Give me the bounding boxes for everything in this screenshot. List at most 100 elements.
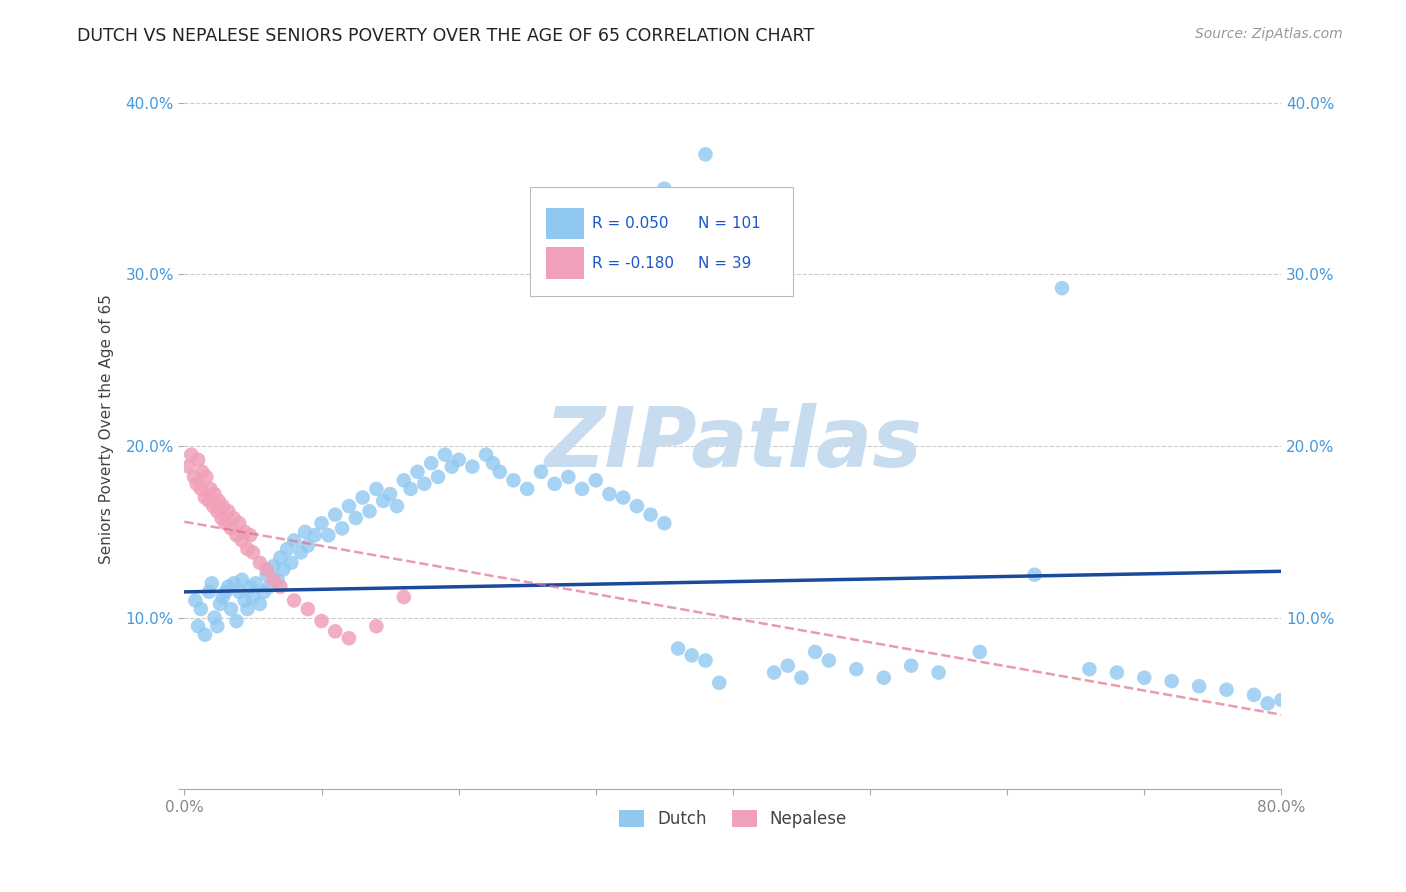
Point (695, 653, 717, 667)
FancyBboxPatch shape (547, 247, 583, 279)
Point (228, 516, 250, 531)
Point (263, 559, 285, 574)
Point (184, 593, 207, 607)
Point (845, 662, 868, 676)
Point (392, 590, 415, 604)
Point (222, 511, 245, 525)
Point (900, 658, 922, 673)
Text: ZIPatlas: ZIPatlas (544, 403, 922, 483)
Point (323, 624, 346, 639)
Point (194, 491, 217, 505)
Point (187, 619, 209, 633)
Point (211, 499, 233, 513)
Point (269, 550, 291, 565)
Point (318, 528, 340, 542)
Point (1160, 674, 1182, 689)
Point (385, 499, 408, 513)
Point (1270, 693, 1292, 707)
Point (330, 521, 353, 535)
Text: R = -0.180: R = -0.180 (592, 256, 675, 270)
Point (378, 487, 401, 501)
Point (482, 456, 505, 470)
Point (311, 516, 333, 531)
Point (195, 470, 218, 484)
Point (263, 573, 285, 587)
Point (557, 470, 579, 484)
Point (198, 494, 221, 508)
Point (233, 593, 256, 607)
Point (399, 482, 422, 496)
Point (447, 452, 470, 467)
Point (502, 474, 524, 488)
Point (266, 573, 288, 587)
Text: Source: ZipAtlas.com: Source: ZipAtlas.com (1195, 27, 1343, 41)
Point (202, 499, 225, 513)
Point (276, 541, 298, 556)
Point (406, 465, 429, 479)
Point (211, 590, 233, 604)
Point (666, 641, 689, 656)
Point (695, 147, 717, 161)
Point (217, 580, 239, 594)
Point (488, 465, 510, 479)
Point (763, 665, 786, 680)
Point (190, 482, 212, 496)
Point (180, 448, 202, 462)
Point (214, 585, 236, 599)
Point (231, 533, 253, 548)
Point (652, 181, 675, 195)
Point (427, 470, 450, 484)
Point (366, 619, 388, 633)
Point (201, 576, 224, 591)
Point (440, 459, 463, 474)
Point (217, 504, 239, 518)
Point (294, 524, 316, 539)
Point (709, 676, 731, 690)
Point (612, 491, 634, 505)
Point (204, 487, 226, 501)
Point (269, 580, 291, 594)
Point (461, 459, 484, 474)
Point (1243, 688, 1265, 702)
Point (1078, 662, 1101, 676)
Point (366, 482, 388, 496)
Point (191, 465, 214, 479)
Point (1257, 697, 1279, 711)
Point (249, 597, 271, 611)
Point (344, 511, 367, 525)
Point (259, 580, 281, 594)
Point (337, 631, 360, 645)
Point (242, 545, 264, 559)
Point (283, 593, 305, 607)
Point (392, 474, 415, 488)
Point (290, 545, 312, 559)
Point (304, 528, 326, 542)
Point (790, 671, 813, 685)
Point (245, 576, 267, 591)
Point (207, 619, 229, 633)
Point (200, 482, 222, 496)
Point (207, 504, 229, 518)
Point (598, 487, 620, 501)
Point (681, 648, 703, 663)
Point (420, 456, 443, 470)
Point (337, 499, 360, 513)
Point (928, 665, 950, 680)
Point (214, 516, 236, 531)
Point (530, 465, 553, 479)
Point (236, 602, 259, 616)
Point (1133, 671, 1156, 685)
Text: R = 0.050: R = 0.050 (592, 216, 669, 231)
Text: DUTCH VS NEPALESE SENIORS POVERTY OVER THE AGE OF 65 CORRELATION CHART: DUTCH VS NEPALESE SENIORS POVERTY OVER T… (77, 27, 814, 45)
Point (543, 476, 565, 491)
Point (256, 563, 278, 577)
Point (1105, 665, 1128, 680)
Point (297, 539, 319, 553)
Point (873, 671, 896, 685)
Point (233, 524, 256, 539)
FancyBboxPatch shape (547, 208, 583, 239)
Point (249, 556, 271, 570)
Point (208, 494, 231, 508)
Point (776, 658, 799, 673)
Point (297, 602, 319, 616)
